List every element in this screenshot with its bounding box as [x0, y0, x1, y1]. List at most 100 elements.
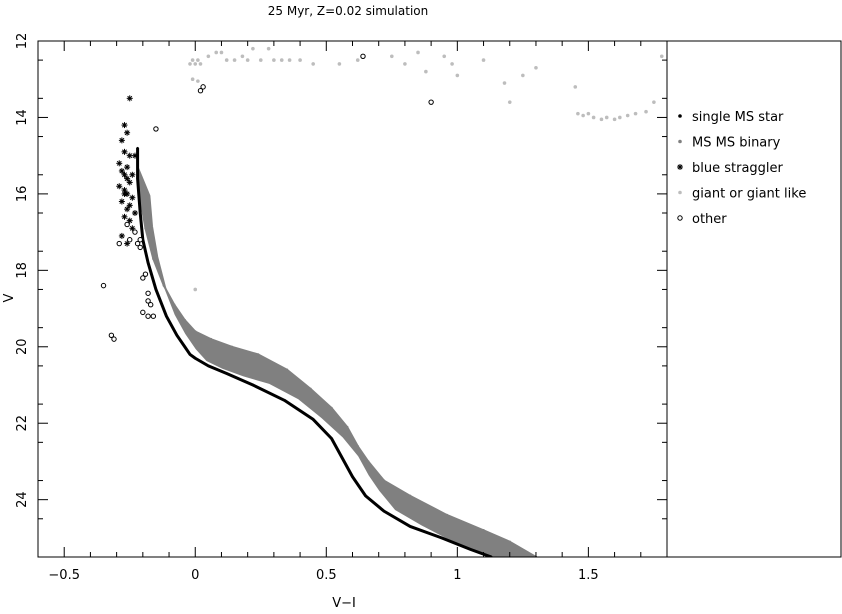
- y-axis-ticks: 12 14 16 18 20 22 24: [15, 33, 667, 558]
- blue-straggler-point: [118, 137, 125, 144]
- legend-item: single MS star: [678, 110, 784, 125]
- giant-point: [337, 62, 342, 66]
- binary-point: [162, 284, 165, 287]
- giant-point: [390, 54, 394, 59]
- other-point: [150, 313, 157, 319]
- giant-point: [576, 111, 580, 116]
- giant-point: [403, 62, 407, 66]
- single-ms-point: [165, 315, 168, 318]
- giant-point: [196, 79, 200, 83]
- blue-straggler-point: [121, 171, 128, 178]
- legend-label: giant or giant like: [692, 187, 806, 202]
- blue-straggler-point: [126, 179, 133, 186]
- blue-straggler-point: [129, 194, 136, 201]
- legend-label: other: [692, 212, 727, 227]
- other-point: [197, 87, 204, 94]
- blue-straggler-point: [131, 152, 138, 159]
- y-tick-label: 18: [15, 262, 30, 279]
- binary-sequence-band: [136, 166, 538, 557]
- blue-straggler-point: [129, 171, 136, 178]
- x-tick-label: 0.5: [316, 568, 337, 583]
- x-tick-label: −0.5: [48, 568, 80, 583]
- binary-point: [256, 353, 260, 356]
- single-ms-point: [340, 456, 344, 459]
- binary-point: [346, 425, 349, 429]
- plot-area: [100, 46, 664, 557]
- blue-straggler-point: [118, 167, 125, 174]
- series-single-ms-star: [136, 146, 493, 557]
- other-point: [147, 302, 154, 308]
- series-ms-ms-binary: [136, 165, 538, 557]
- y-tick-label: 24: [15, 491, 30, 508]
- legend-marker-dot: [678, 114, 682, 118]
- binary-point: [408, 494, 412, 498]
- blue-straggler-point: [126, 152, 133, 159]
- single-ms-point: [194, 357, 197, 360]
- legend-label: blue straggler: [692, 161, 784, 176]
- x-tick-label: 1.5: [578, 568, 599, 583]
- binary-point: [309, 387, 312, 391]
- giant-point: [279, 58, 284, 62]
- giant-point: [586, 111, 591, 116]
- chart-title: 25 Myr, Z=0.02 simulation: [268, 4, 428, 18]
- giant-point: [245, 58, 250, 62]
- giant-point: [190, 58, 195, 62]
- giant-point: [424, 69, 428, 74]
- giant-point: [224, 58, 229, 62]
- giant-point: [442, 54, 447, 59]
- single-ms-point: [225, 372, 228, 375]
- series-blue-straggler: [116, 95, 138, 247]
- other-point: [145, 298, 151, 304]
- giant-point: [219, 50, 224, 55]
- giant-point: [416, 50, 420, 55]
- giant-point: [258, 58, 263, 62]
- single-ms-point: [183, 345, 186, 348]
- binary-point: [173, 303, 176, 306]
- single-ms-point: [146, 261, 150, 264]
- binary-point: [482, 529, 485, 532]
- binary-point: [367, 460, 370, 463]
- giant-point: [450, 62, 454, 66]
- binary-point: [230, 345, 234, 348]
- other-point: [200, 84, 206, 90]
- giant-point: [232, 58, 237, 62]
- other-point: [145, 290, 151, 296]
- x-axis-label: V−I: [332, 596, 356, 610]
- giant-point: [188, 62, 192, 66]
- single-ms-point: [136, 146, 139, 150]
- binary-point: [183, 318, 186, 322]
- blue-straggler-point: [126, 202, 133, 209]
- single-ms-point: [330, 437, 333, 440]
- single-ms-point: [154, 288, 158, 291]
- series-other: [100, 53, 434, 342]
- giant-point: [652, 100, 656, 104]
- giant-point: [581, 113, 585, 118]
- single-ms-point: [251, 383, 255, 387]
- blue-straggler-point: [118, 198, 125, 205]
- binary-point: [144, 227, 147, 230]
- binary-point: [445, 513, 449, 517]
- y-tick-label: 14: [15, 109, 30, 126]
- single-ms-point: [139, 211, 142, 215]
- single-ms-point: [364, 494, 367, 498]
- blue-straggler-point: [121, 187, 128, 194]
- other-point: [140, 275, 146, 281]
- binary-point: [356, 444, 359, 448]
- other-point: [134, 240, 141, 247]
- single-ms-point: [469, 548, 472, 551]
- blue-straggler-point: [124, 164, 131, 171]
- legend-marker-dot: [678, 139, 682, 144]
- blue-straggler-point: [121, 213, 128, 220]
- other-point: [127, 237, 133, 243]
- blue-straggler-point: [121, 122, 128, 129]
- x-tick-label: 0: [191, 568, 199, 583]
- other-point: [140, 309, 146, 316]
- single-ms-point: [311, 418, 315, 421]
- giant-point: [573, 85, 578, 89]
- giant-point: [591, 115, 596, 120]
- blue-straggler-point: [116, 183, 123, 190]
- y-axis-label: V: [2, 293, 17, 302]
- x-axis-ticks: −0.5 0 0.5 1 1.5: [37, 41, 668, 583]
- other-point: [153, 126, 159, 132]
